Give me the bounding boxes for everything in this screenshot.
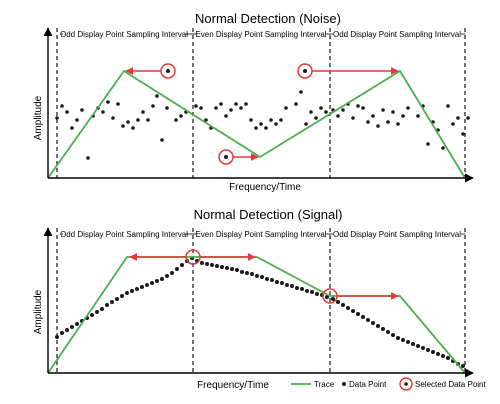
legend: Trace Data Point Selected Data Point: [291, 377, 486, 391]
noise-title: Normal Detection (Noise): [195, 11, 341, 26]
noise-x-label: Frequency/Time: [229, 182, 301, 193]
signal-trace: [47, 256, 466, 374]
noise-panel: Normal Detection (Noise) Odd Display Poi…: [33, 11, 474, 193]
legend-selected-dot: [404, 382, 408, 386]
signal-interval-label-1: Odd Display Point Sampling Interval: [60, 230, 188, 239]
signal-y-label: Amplitude: [33, 289, 44, 334]
legend-data-point-swatch: [342, 382, 346, 386]
signal-x-label: Frequency/Time: [197, 380, 269, 391]
signal-panel: Normal Detection (Signal) Odd Display Po…: [33, 207, 474, 391]
signal-title: Normal Detection (Signal): [194, 207, 343, 222]
noise-interval-dividers: [56, 28, 466, 178]
signal-interval-label-3: Odd Display Point Sampling Interval: [333, 230, 461, 239]
noise-red-arrows: [125, 67, 399, 161]
noise-trace: [47, 69, 466, 179]
noise-y-label: Amplitude: [33, 95, 44, 140]
signal-interval-dividers: [56, 228, 466, 373]
noise-interval-label-2: Even Display Point Sampling Interval: [195, 30, 326, 39]
signal-selected-markers: [185, 249, 338, 304]
signal-interval-label-2: Even Display Point Sampling Interval: [195, 230, 326, 239]
noise-interval-label-1: Odd Display Point Sampling Interval: [60, 30, 188, 39]
noise-data-points: [55, 90, 470, 160]
noise-interval-label-3: Odd Display Point Sampling Interval: [333, 30, 461, 39]
noise-selected-markers: [160, 63, 313, 165]
legend-selected-label: Selected Data Point: [415, 380, 486, 389]
legend-trace-label: Trace: [314, 380, 335, 389]
signal-red-arrows: [129, 253, 399, 300]
legend-data-point-label: Data Point: [349, 380, 387, 389]
